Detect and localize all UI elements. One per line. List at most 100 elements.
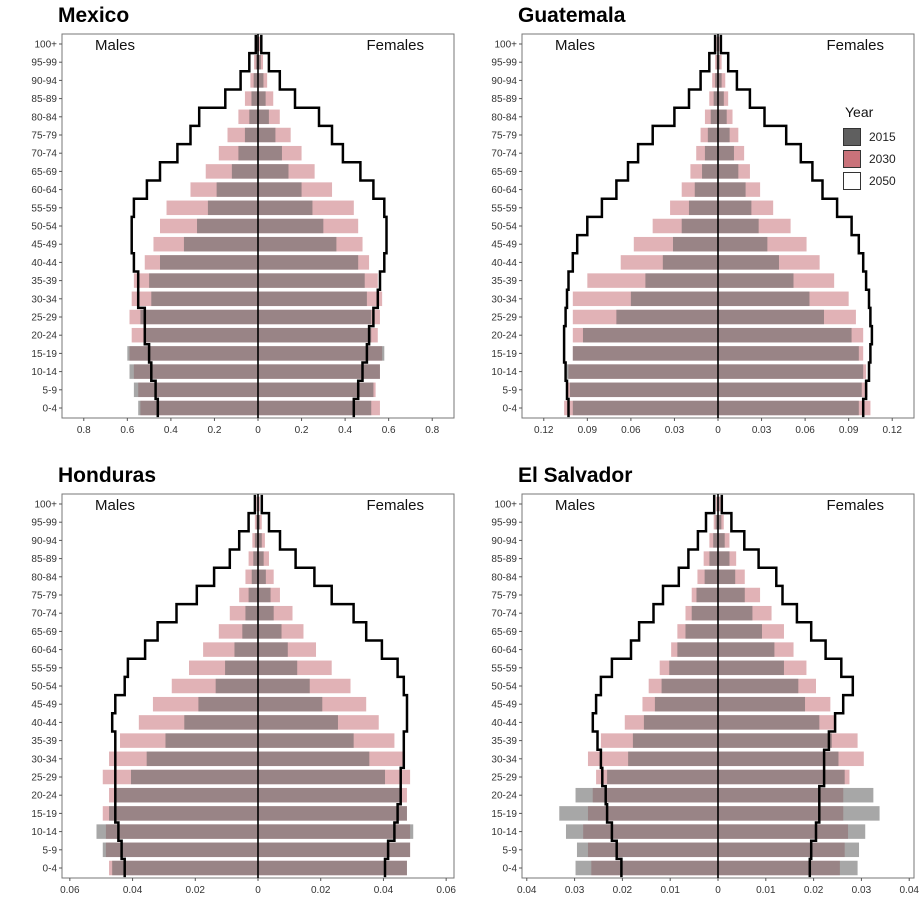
bar-2015-female bbox=[258, 273, 365, 288]
bar-2015-male bbox=[197, 218, 258, 234]
bar-2015-female bbox=[258, 715, 338, 730]
bar-2015-male bbox=[713, 533, 718, 548]
y-tick-label: 100+ bbox=[494, 500, 517, 511]
y-tick-label: 60-64 bbox=[31, 645, 57, 656]
bar-2015-male bbox=[238, 145, 258, 161]
bar-2015-male bbox=[691, 605, 718, 621]
bar-2015-female bbox=[718, 309, 824, 325]
y-tick-label: 15-19 bbox=[31, 809, 57, 820]
bar-2015-male bbox=[661, 678, 718, 694]
x-tick-label: 0.02 bbox=[186, 885, 206, 896]
y-tick-label: 45-49 bbox=[491, 240, 517, 251]
y-tick-label: 80-84 bbox=[491, 112, 517, 123]
bar-2015-female bbox=[258, 364, 380, 379]
bar-2015-male bbox=[248, 587, 258, 603]
panel-title: Honduras bbox=[58, 464, 157, 487]
bar-2015-female bbox=[258, 678, 310, 694]
bar-2015-female bbox=[718, 533, 725, 548]
legend-label-2015: 2015 bbox=[869, 130, 896, 144]
bar-2015-female bbox=[258, 751, 370, 767]
bar-2015-male bbox=[669, 660, 718, 676]
bar-2015-male bbox=[559, 806, 718, 821]
bar-2015-male bbox=[677, 642, 718, 657]
x-tick-label: 0.6 bbox=[382, 425, 396, 436]
y-tick-label: 20-24 bbox=[31, 331, 57, 342]
legend-swatch-2015 bbox=[843, 128, 861, 146]
bar-2015-female bbox=[258, 733, 354, 748]
bar-2015-female bbox=[718, 514, 722, 530]
bar-2030-male bbox=[709, 91, 718, 106]
bar-2015-male bbox=[183, 236, 258, 252]
bar-2015-female bbox=[258, 514, 260, 530]
bar-2015-female bbox=[718, 660, 784, 676]
y-tick-label: 10-14 bbox=[491, 367, 517, 378]
y-tick-label: 45-49 bbox=[491, 700, 517, 711]
legend-label-2030: 2030 bbox=[869, 152, 896, 166]
pyramid-panel-el-salvador: El Salvador 100+ 95-99 90-94 85-89 80-84 75-7… bbox=[460, 460, 920, 920]
bar-2015-female bbox=[718, 733, 832, 748]
bar-2015-male bbox=[140, 309, 258, 325]
y-tick-label: 55-59 bbox=[31, 203, 57, 214]
y-tick-label: 30-34 bbox=[31, 754, 57, 765]
y-tick-label: 90-94 bbox=[31, 536, 57, 547]
y-tick-label: 90-94 bbox=[31, 76, 57, 87]
y-tick-label: 30-34 bbox=[491, 754, 517, 765]
bar-2015-female bbox=[258, 291, 367, 307]
bar-2015-female bbox=[718, 806, 880, 821]
y-tick-label: 30-34 bbox=[491, 294, 517, 305]
pyramid-chart: 100+ 95-99 90-94 85-89 80-84 75-79 70-74 65-69 6… bbox=[31, 33, 455, 436]
x-tick-label: 0.09 bbox=[839, 425, 859, 436]
bar-2015-female bbox=[258, 624, 282, 639]
bar-2015-female bbox=[718, 127, 730, 143]
y-tick-label: 80-84 bbox=[491, 572, 517, 583]
x-tick-label: 0.02 bbox=[804, 885, 824, 896]
y-tick-label: 90-94 bbox=[491, 76, 517, 87]
bar-2015-male bbox=[160, 255, 258, 270]
y-tick-label: 60-64 bbox=[491, 185, 517, 196]
males-label: Males bbox=[95, 37, 135, 54]
y-tick-label: 55-59 bbox=[491, 203, 517, 214]
y-tick-label: 75-79 bbox=[491, 131, 517, 142]
panel-title: Guatemala bbox=[518, 4, 626, 27]
bar-2015-female bbox=[718, 182, 746, 197]
x-tick-label: 0.4 bbox=[164, 425, 178, 436]
bar-2015-female bbox=[718, 236, 768, 252]
x-tick-label: 0.02 bbox=[311, 885, 331, 896]
x-tick-label: 0.12 bbox=[882, 425, 902, 436]
y-tick-label: 10-14 bbox=[491, 827, 517, 838]
bar-2015-male bbox=[253, 551, 258, 566]
bar-2015-female bbox=[718, 605, 753, 621]
bar-2015-female bbox=[718, 91, 724, 106]
bar-2015-male bbox=[234, 642, 258, 657]
bar-2015-male bbox=[109, 806, 258, 821]
y-tick-label: 35-39 bbox=[31, 276, 57, 287]
bar-2015-female bbox=[258, 551, 264, 566]
bar-2015-male bbox=[198, 696, 258, 712]
y-tick-label: 70-74 bbox=[31, 609, 57, 620]
bar-2015-male bbox=[149, 273, 258, 288]
bar-2015-male bbox=[146, 751, 258, 767]
bar-2015-male bbox=[138, 400, 258, 416]
y-tick-label: 45-49 bbox=[31, 240, 57, 251]
pyramid-panel-mexico: Mexico 100+ 95-99 90-94 85-89 80-84 75-79 70-7… bbox=[0, 0, 460, 460]
bar-2015-female bbox=[718, 273, 794, 288]
y-tick-label: 20-24 bbox=[491, 331, 517, 342]
bar-2015-female bbox=[258, 660, 298, 676]
bar-2015-female bbox=[258, 145, 282, 161]
x-tick-label: 0.8 bbox=[425, 425, 439, 436]
legend-item-2050: 2050 bbox=[843, 170, 913, 192]
bar-2015-male bbox=[713, 91, 718, 106]
y-tick-label: 35-39 bbox=[31, 736, 57, 747]
y-tick-label: 15-19 bbox=[31, 349, 57, 360]
bar-2015-female bbox=[718, 54, 720, 70]
y-tick-label: 50-54 bbox=[491, 222, 517, 233]
bar-2015-male bbox=[672, 236, 718, 252]
bar-2015-female bbox=[718, 751, 839, 767]
bar-2015-female bbox=[718, 587, 745, 603]
bar-2030-male bbox=[248, 551, 258, 566]
bar-2015-female bbox=[718, 715, 820, 730]
y-tick-label: 55-59 bbox=[31, 663, 57, 674]
bar-2015-female bbox=[258, 200, 313, 216]
bar-2015-male bbox=[616, 309, 718, 325]
x-tick-label: 0 bbox=[255, 425, 261, 436]
